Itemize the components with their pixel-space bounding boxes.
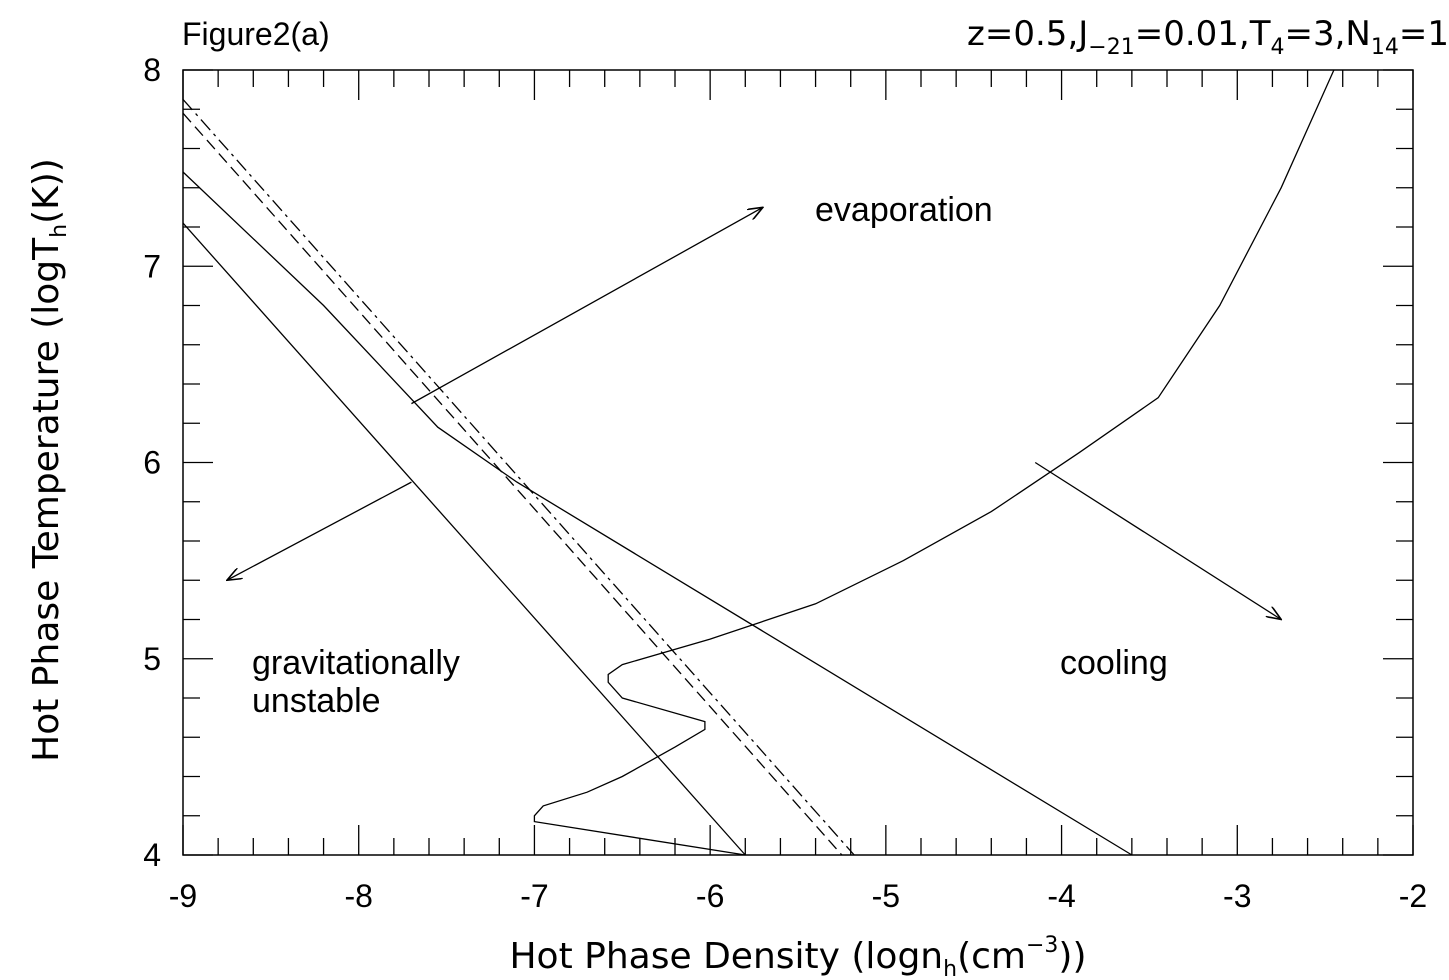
y-tick-label: 5: [143, 641, 161, 677]
title-part-3: =3,N: [1285, 14, 1371, 54]
x-tick-label: -8: [344, 878, 372, 914]
series-line-2: [182, 171, 1133, 856]
x-tick-label: -6: [696, 878, 724, 914]
figure-label: Figure2(a): [182, 16, 330, 52]
series-line-1: [182, 222, 746, 856]
y-tick-label: 7: [143, 248, 161, 284]
y-tick-labels: 4 5 6 7 8: [143, 52, 161, 873]
plot-frame: [182, 69, 1414, 856]
series-line-5: [533, 69, 1335, 856]
xlabel-pre: Hot Phase Density (logn: [509, 936, 943, 977]
y-tick-label: 6: [143, 445, 161, 481]
title-sub-1: −21: [1088, 35, 1134, 60]
annotation-arrow-3: [1034, 461, 1281, 620]
x-tick-label: -3: [1223, 878, 1251, 914]
x-tick-labels: -9 -8 -7 -6 -5 -4 -3 -2: [169, 878, 1427, 914]
x-tick-label: -5: [872, 878, 900, 914]
axis-ticks: [182, 69, 1414, 856]
annotation-gravitationally: gravitationally: [252, 644, 460, 682]
x-tick-label: -2: [1399, 878, 1427, 914]
xlabel-sup: −3: [1026, 933, 1058, 958]
y-tick-label: 4: [143, 837, 161, 873]
x-tick-label: -4: [1047, 878, 1075, 914]
annotation-unstable: unstable: [252, 682, 381, 720]
title-part-4: =1: [1399, 14, 1449, 54]
x-axis-label: Hot Phase Density (lognh(cm−3)): [509, 933, 1086, 980]
xlabel-mid: (cm: [957, 936, 1026, 977]
y-tick-label: 8: [143, 52, 161, 88]
annotation-cooling: cooling: [1060, 644, 1168, 682]
series-line-4: [182, 98, 855, 856]
annotation-evaporation: evaporation: [815, 191, 993, 229]
ylabel-sub: h: [47, 224, 72, 238]
xlabel-sub: h: [943, 957, 957, 980]
title-part-1: z=0.5,J: [967, 14, 1088, 54]
annotation-arrow-2: [227, 481, 412, 580]
title-sub-3: 14: [1371, 35, 1399, 60]
ylabel-pre: Hot Phase Temperature (logT: [26, 237, 67, 762]
xlabel-post: )): [1058, 936, 1086, 977]
x-tick-label: -9: [169, 878, 197, 914]
series-line-3: [182, 112, 843, 856]
x-tick-label: -7: [520, 878, 548, 914]
title-part-2: =0.01,T: [1135, 14, 1271, 54]
annotation-arrow-1: [411, 207, 762, 405]
title-sub-2: 4: [1271, 35, 1285, 60]
ylabel-post: (K)): [26, 158, 67, 224]
annotation-arrows: [227, 207, 1281, 619]
chart-title: z=0.5,J−21=0.01,T4=3,N14=1: [967, 14, 1449, 60]
y-axis-label: Hot Phase Temperature (logTh(K)): [26, 158, 72, 762]
series-lines: [182, 69, 1335, 856]
